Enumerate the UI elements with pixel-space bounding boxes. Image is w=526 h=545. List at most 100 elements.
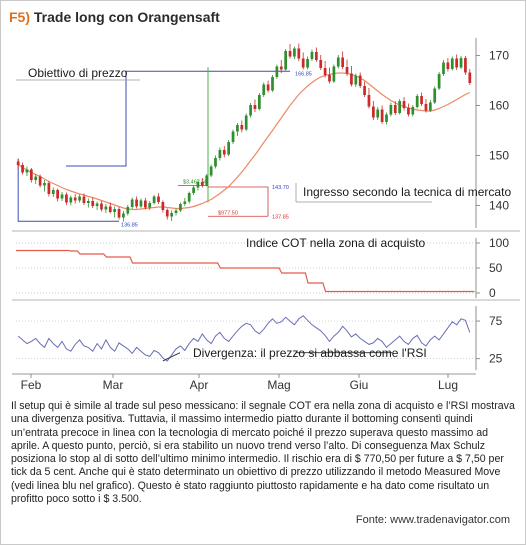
cot-tick-label: 0 <box>489 286 496 300</box>
candle-body <box>143 200 147 208</box>
candle-body <box>257 95 261 109</box>
candle-body <box>240 125 244 130</box>
candle-body <box>253 105 257 109</box>
candle-body <box>350 73 353 85</box>
moving-average-line <box>17 72 471 211</box>
candle-body <box>424 104 428 111</box>
candle-body <box>459 58 463 68</box>
candle-body <box>78 196 81 201</box>
price-tick-label: 160 <box>489 99 509 113</box>
x-tick-label: Mag <box>267 378 290 392</box>
candle-body <box>380 109 384 122</box>
rsi-panel: 75 25 Divergenza: il prezzo si abbassa com… <box>16 306 503 370</box>
measured-move-target-line <box>66 70 291 167</box>
profit-label: $3,467.50 <box>183 180 207 186</box>
candle-body <box>314 52 318 60</box>
candle-body <box>183 201 187 204</box>
cot-panel: 100 50 0 Indice COT nella zona di acquisto <box>12 236 520 301</box>
candle-body <box>393 105 397 113</box>
candle-body <box>244 115 248 130</box>
low-price-label: 136.85 <box>121 222 138 228</box>
candle-body <box>108 206 112 212</box>
rsi-tick-label: 25 <box>489 352 503 366</box>
candle-body <box>371 106 375 118</box>
candle-body <box>34 176 38 180</box>
entry-price-label: 143.70 <box>272 185 289 191</box>
candle-body <box>205 175 209 186</box>
candle-body <box>104 206 108 210</box>
candle-body <box>65 194 68 203</box>
candle-body <box>218 150 222 158</box>
stop-price-label: 137.85 <box>272 214 289 220</box>
measured-move-leg <box>17 159 120 222</box>
candle-body <box>209 166 213 176</box>
candle-body <box>310 52 314 59</box>
candle-body <box>192 187 195 193</box>
candle-body <box>297 48 301 59</box>
candle-body <box>341 57 345 67</box>
candle-body <box>236 125 239 132</box>
candle-body <box>464 58 467 73</box>
price-tick-label: 150 <box>489 149 509 163</box>
candle-body <box>262 84 266 95</box>
x-tick-label: Mar <box>103 378 124 392</box>
candle-body <box>86 201 90 203</box>
candle-body <box>319 60 323 68</box>
entry-annotation: Ingresso secondo la tecnica di mercato <box>303 185 511 199</box>
x-axis: Feb Mar Apr Mag Giu Lug <box>12 373 476 392</box>
candle-body <box>200 182 204 186</box>
cot-tick-label: 100 <box>489 236 509 250</box>
candle-body <box>385 114 388 122</box>
rsi-tick-label: 75 <box>489 314 503 328</box>
candle-body <box>130 199 134 207</box>
candle-body <box>266 84 270 91</box>
caption-text: Il setup qui è simile al trade sul peso … <box>11 400 515 506</box>
x-tick-label: Lug <box>438 378 458 392</box>
candle-body <box>437 74 441 89</box>
chart-area: 170 160 150 140 Obiettivo di prezzo Ingresso … <box>12 38 520 392</box>
candle-body <box>157 196 160 202</box>
candle-body <box>354 75 358 85</box>
price-panel: 170 160 150 140 Obiettivo di prezzo Ingresso … <box>12 38 520 232</box>
candle-body <box>196 182 200 188</box>
candle-body <box>95 203 99 206</box>
divergence-line <box>162 352 181 362</box>
candle-body <box>455 58 459 68</box>
candle-body <box>288 51 292 57</box>
candle-body <box>415 96 419 107</box>
candle-body <box>301 58 305 68</box>
candle-body <box>358 75 362 86</box>
x-tick-label: Giu <box>350 378 369 392</box>
candle-body <box>271 77 274 91</box>
candle-body <box>450 58 454 69</box>
candle-body <box>21 165 24 173</box>
candle-body <box>468 72 472 83</box>
candle-body <box>411 107 415 115</box>
candle-body <box>152 196 156 203</box>
candle-body <box>328 75 331 82</box>
candle-body <box>29 169 33 180</box>
candle-body <box>43 183 46 186</box>
cot-index-line <box>16 249 475 293</box>
price-tick-label: 140 <box>489 199 509 213</box>
candle-body <box>117 209 121 218</box>
candle-body <box>420 96 423 104</box>
cot-label: Indice COT nella zona di acquisto <box>246 236 426 250</box>
candle-body <box>293 48 296 57</box>
figure-title-text: Trade long con Orangensaft <box>33 9 220 25</box>
risk-label: $977.50 <box>218 210 238 216</box>
candle-body <box>402 101 406 108</box>
target-price-label: 166.85 <box>295 71 312 77</box>
candle-body <box>275 66 279 77</box>
candle-body <box>126 207 130 214</box>
figure-label: F5) <box>9 9 30 25</box>
candle-body <box>60 194 64 199</box>
candle-body <box>179 204 182 211</box>
candle-body <box>113 209 117 212</box>
candle-body <box>25 169 29 173</box>
candle-body <box>442 62 445 74</box>
candle-body <box>214 158 217 167</box>
candle-body <box>363 86 366 95</box>
candle-body <box>306 59 309 68</box>
candle-body <box>376 109 380 118</box>
